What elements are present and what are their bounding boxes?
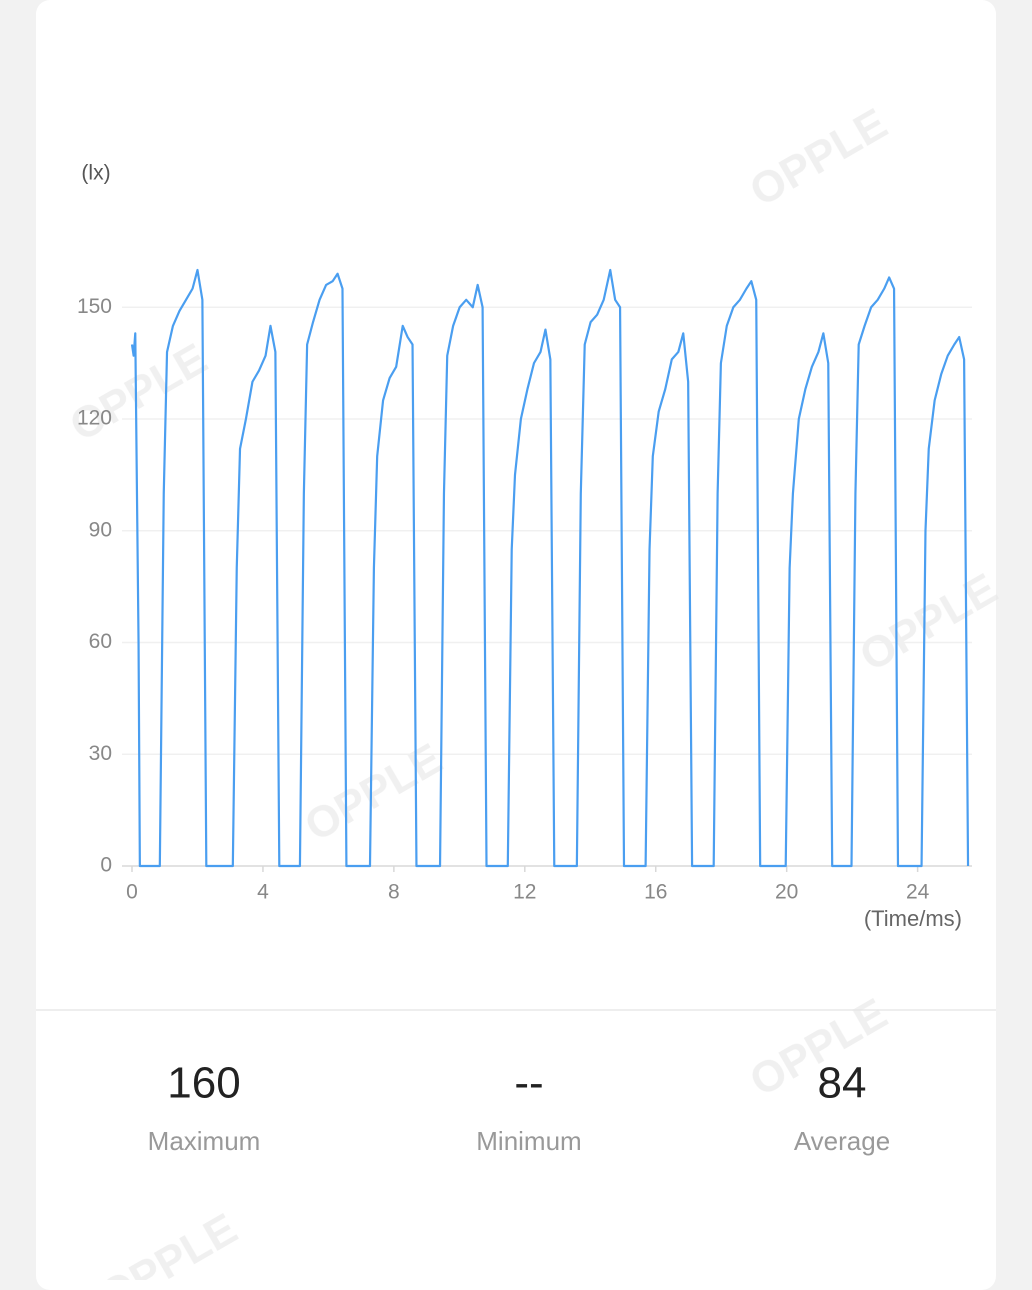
stat-label: Maximum: [148, 1126, 261, 1156]
watermark: OPPLE: [92, 1204, 246, 1280]
watermark: OPPLE: [297, 734, 451, 851]
x-tick-label: 8: [388, 881, 400, 904]
stat-value: 160: [167, 1059, 240, 1108]
y-tick-label: 0: [100, 854, 112, 877]
x-tick-label: 0: [126, 881, 138, 904]
x-tick-label: 16: [644, 881, 667, 904]
card: [36, 0, 996, 1290]
y-tick-label: 120: [77, 407, 112, 430]
x-tick-label: 20: [775, 881, 798, 904]
x-tick-label: 4: [257, 881, 269, 904]
x-tick-label: 12: [513, 881, 536, 904]
y-tick-label: 90: [89, 518, 112, 541]
x-label: (Time/ms): [864, 906, 962, 931]
data-line: [130, 268, 970, 868]
y-tick-label: 60: [89, 630, 112, 653]
watermark: OPPLE: [852, 564, 1006, 681]
x-tick-label: 24: [906, 881, 930, 904]
stat-label: Minimum: [476, 1126, 581, 1156]
y-unit: (lx): [81, 162, 110, 185]
watermark: OPPLE: [742, 99, 896, 216]
watermark: OPPLE: [62, 334, 216, 451]
stat-value: --: [514, 1059, 543, 1108]
y-tick-label: 30: [89, 742, 112, 765]
stat-value: 84: [818, 1059, 867, 1108]
y-tick-label: 150: [77, 295, 112, 318]
stat-label: Average: [794, 1126, 890, 1156]
